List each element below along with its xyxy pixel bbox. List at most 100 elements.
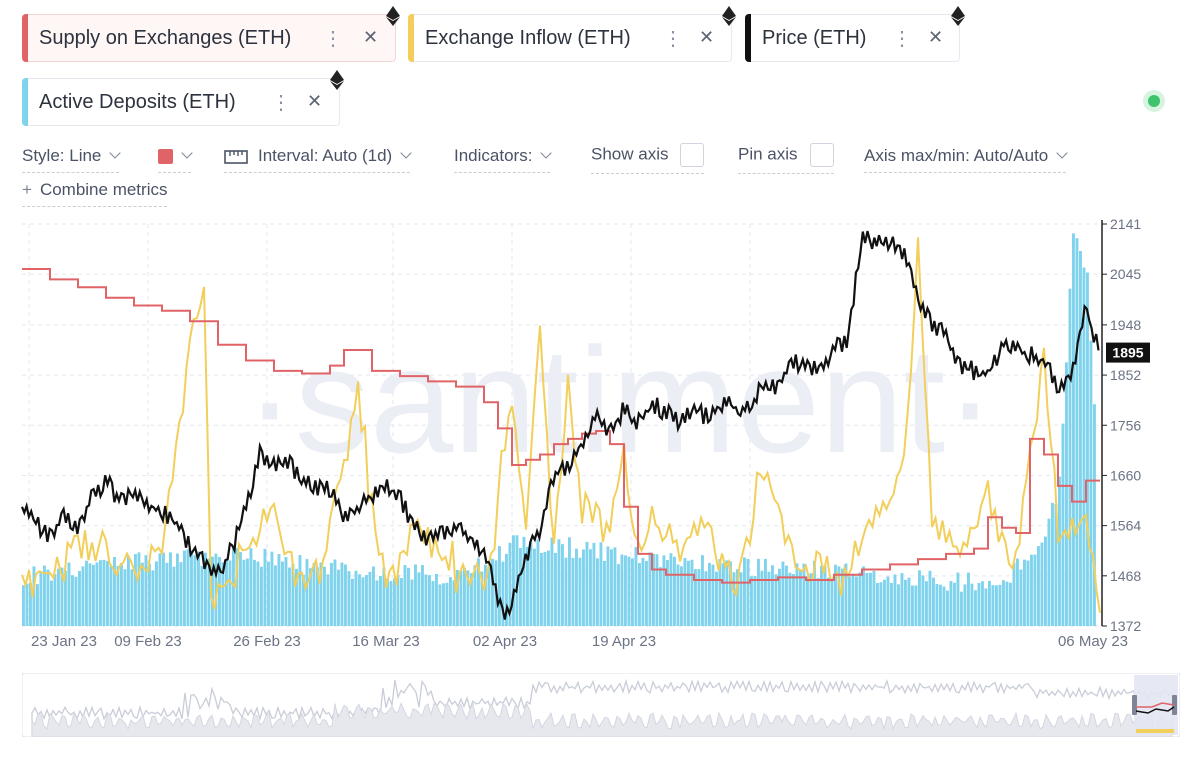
bar-mark — [183, 550, 186, 626]
vertical-dots-icon[interactable]: ⋮ — [323, 28, 343, 50]
bar-mark — [106, 560, 109, 626]
bar-mark — [928, 570, 932, 626]
bar-mark — [1075, 238, 1079, 627]
bar-mark — [288, 567, 291, 626]
bar-mark — [50, 580, 53, 626]
metric-chip-supply[interactable]: Supply on Exchanges (ETH) ⋮ ✕ — [22, 14, 396, 62]
chevron-down-icon — [109, 147, 122, 159]
current-price-tag — [1106, 342, 1150, 363]
bar-mark — [78, 571, 81, 626]
bar-mark — [463, 567, 466, 626]
bar-mark — [498, 546, 501, 626]
ethereum-icon — [951, 6, 965, 26]
pin-axis-toggle[interactable]: Pin axis — [738, 143, 834, 174]
bar-mark — [99, 560, 102, 626]
show-axis-checkbox[interactable] — [680, 143, 705, 167]
bar-mark — [799, 569, 802, 626]
series-color-bar — [408, 14, 414, 62]
bar-mark — [207, 558, 211, 626]
bar-mark — [32, 566, 36, 626]
bar-mark — [466, 570, 470, 626]
bar-mark — [659, 567, 662, 626]
ruler-icon — [224, 149, 248, 164]
vertical-dots-icon[interactable]: ⋮ — [892, 28, 912, 50]
bar-mark — [781, 561, 785, 626]
bar-mark — [442, 583, 445, 626]
metric-chip-price[interactable]: Price (ETH) ⋮ ✕ — [745, 14, 960, 62]
x-tick-label: 16 Mar 23 — [352, 633, 420, 650]
bar-mark — [540, 553, 543, 626]
style-select[interactable]: Style: Line — [22, 146, 122, 173]
bar-mark — [949, 580, 953, 626]
bar-mark — [386, 578, 389, 626]
bar-mark — [914, 585, 918, 626]
bar-mark — [88, 563, 92, 626]
x-tick-label: 26 Feb 23 — [233, 633, 301, 650]
bar-mark — [809, 573, 813, 626]
bar-mark — [561, 544, 564, 626]
main-chart[interactable]: ·santiment· 2141 2045 1948 1852 1756 1660 1564 1… — [0, 212, 1200, 657]
interval-select[interactable]: Interval: Auto (1d) — [224, 146, 412, 173]
bar-mark — [1065, 362, 1068, 626]
metric-chip-active-deposits[interactable]: Active Deposits (ETH) ⋮ ✕ — [22, 78, 340, 126]
bar-mark — [960, 591, 963, 626]
bar-mark — [172, 566, 176, 626]
bar-mark — [1030, 554, 1033, 626]
bar-mark — [599, 542, 603, 626]
bar-mark — [753, 575, 757, 626]
pin-axis-checkbox[interactable] — [809, 143, 834, 167]
show-axis-toggle[interactable]: Show axis — [591, 143, 705, 174]
pin-axis-label: Pin axis — [738, 144, 798, 164]
bar-mark — [669, 553, 673, 626]
series-color-bar — [22, 14, 28, 62]
bar-mark — [606, 546, 610, 626]
navigator-inflow-mini — [1136, 729, 1174, 733]
metric-chip-inflow[interactable]: Exchange Inflow (ETH) ⋮ ✕ — [408, 14, 732, 62]
navigator-handle-left — [1132, 695, 1137, 715]
bar-mark — [589, 549, 592, 626]
bar-mark — [995, 585, 998, 626]
bar-mark — [823, 565, 827, 626]
bar-mark — [851, 574, 855, 626]
axis-minmax-select[interactable]: Axis max/min: Auto/Auto — [864, 146, 1068, 173]
series-price — [20, 230, 1100, 620]
indicators-select[interactable]: Indicators: — [454, 146, 553, 173]
bar-mark — [246, 558, 249, 626]
bar-mark — [169, 552, 172, 626]
close-icon[interactable]: ✕ — [699, 27, 715, 47]
bar-mark — [127, 556, 130, 626]
bar-mark — [998, 584, 1002, 626]
bar-mark — [827, 577, 830, 626]
bar-mark — [473, 565, 477, 626]
overview-navigator[interactable] — [22, 673, 1180, 737]
bar-mark — [354, 570, 358, 626]
bar-mark — [715, 571, 718, 626]
bar-mark — [778, 568, 781, 626]
bar-mark — [501, 561, 505, 626]
color-swatch — [158, 149, 173, 165]
bar-mark — [330, 562, 333, 626]
combine-metrics-button[interactable]: + Combine metrics — [22, 180, 168, 207]
bar-mark — [1040, 542, 1044, 626]
bar-mark — [505, 553, 508, 626]
bar-mark — [750, 576, 753, 626]
vertical-dots-icon[interactable]: ⋮ — [271, 92, 291, 114]
bar-mark — [435, 573, 438, 626]
bar-mark — [855, 576, 858, 626]
bar-mark — [372, 566, 375, 626]
close-icon[interactable]: ✕ — [928, 27, 944, 47]
bar-mark — [298, 555, 302, 626]
close-icon[interactable]: ✕ — [363, 27, 379, 47]
ethereum-icon — [330, 70, 344, 90]
bar-mark — [872, 570, 876, 626]
color-select[interactable] — [158, 146, 193, 173]
close-icon[interactable]: ✕ — [307, 91, 323, 111]
bar-mark — [459, 570, 463, 626]
bar-mark — [739, 572, 743, 626]
bar-mark — [662, 555, 666, 626]
bar-mark — [550, 537, 554, 626]
bar-mark — [736, 569, 739, 626]
bar-mark — [309, 568, 312, 626]
vertical-dots-icon[interactable]: ⋮ — [663, 28, 683, 50]
bar-mark — [211, 556, 214, 626]
